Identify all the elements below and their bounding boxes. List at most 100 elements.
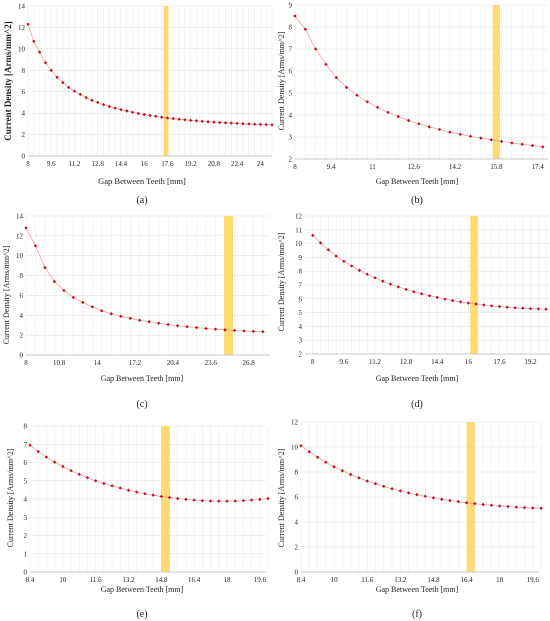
- x-tick-label: 22.4: [231, 160, 244, 168]
- data-point: [497, 304, 502, 309]
- data-point: [96, 100, 100, 105]
- data-point: [151, 493, 155, 497]
- y-tick-label: 3: [24, 514, 28, 522]
- data-point: [251, 329, 256, 334]
- y-tick-label: 9: [289, 2, 293, 10]
- data-point: [36, 449, 40, 454]
- x-tick-label: 10.8: [53, 359, 66, 367]
- x-axis-label: Gap Between Teeth [mm]: [101, 585, 184, 594]
- data-point: [154, 114, 158, 119]
- data-point: [235, 121, 239, 126]
- data-point: [85, 475, 90, 480]
- data-point: [241, 498, 246, 503]
- chart-svg: 0 2 4 6 8 10 12 14 8 10.8 14 17.2 20.4 23.6 26.8 Curre…: [2, 213, 270, 410]
- data-point: [33, 244, 38, 248]
- chart-svg: 0 1 2 3 4 5 6 7 8 8.4 10 11.6 13.2 14.8 16.4 18 19.6 Cur…: [6, 423, 270, 620]
- data-point: [448, 130, 452, 134]
- y-tick-label: 12: [18, 24, 26, 32]
- data-point: [69, 469, 73, 473]
- data-point: [84, 95, 88, 100]
- data-point: [427, 294, 432, 298]
- x-tick-label: 14.8: [155, 576, 168, 584]
- data-point: [223, 121, 228, 125]
- data-point: [528, 306, 533, 311]
- highlight-band: [163, 6, 169, 156]
- data-point: [506, 504, 510, 509]
- data-point: [118, 486, 122, 490]
- data-point: [147, 320, 151, 324]
- data-point: [143, 492, 147, 496]
- data-point: [530, 143, 535, 148]
- x-axis-label: Gap Between Teeth [mm]: [376, 585, 459, 594]
- x-tick-label: 12.8: [92, 160, 105, 168]
- x-tick-label: 19.6: [254, 576, 267, 584]
- data-point: [423, 494, 427, 498]
- y-axis-label: Current Density [Arms/mm^2]: [277, 232, 286, 331]
- data-point: [26, 22, 30, 26]
- tick-labels: 0 2 4 6 8 10 12 14 8 10.8 14 17.2 20.4 23.6 26.8: [16, 213, 255, 368]
- data-point: [110, 484, 114, 488]
- highlight-band: [470, 216, 479, 354]
- data-point: [218, 120, 222, 125]
- data-point: [24, 226, 28, 230]
- data-point: [204, 326, 208, 331]
- x-axis-label: Gap Between Teeth [mm]: [98, 176, 186, 186]
- y-axis-label: Current Density [Arms/mm^2]: [2, 245, 11, 344]
- y-tick-label: 11: [295, 226, 302, 234]
- y-tick-label: 14: [18, 3, 26, 11]
- data-point: [448, 498, 452, 503]
- data-point: [513, 306, 517, 310]
- data-point: [489, 503, 494, 507]
- y-tick-label: 4: [24, 496, 28, 504]
- x-tick-label: 9.4: [327, 163, 336, 171]
- y-tick-label: 6: [295, 494, 299, 502]
- data-point: [119, 314, 123, 318]
- y-tick-label: 4: [295, 519, 299, 527]
- y-tick-label: 0: [24, 569, 28, 577]
- x-tick-label: 8: [24, 359, 28, 367]
- data-point: [468, 134, 473, 139]
- data-point: [386, 110, 390, 115]
- data-point: [482, 303, 486, 307]
- data-point: [136, 111, 141, 116]
- highlight-band: [466, 422, 475, 572]
- data-point: [142, 112, 146, 117]
- y-tick-label: 0: [295, 569, 299, 577]
- data-point: [382, 484, 386, 489]
- x-tick-label: 19.2: [185, 160, 198, 168]
- x-tick-label: 17.4: [532, 163, 545, 171]
- data-point: [32, 39, 36, 44]
- data-point: [365, 100, 369, 104]
- data-point: [497, 504, 502, 508]
- data-point: [194, 325, 199, 330]
- data-point: [119, 107, 123, 112]
- y-tick-label: 8: [24, 423, 28, 431]
- data-point: [217, 499, 221, 503]
- series-line: [300, 445, 542, 509]
- gridlines: [294, 4, 548, 160]
- x-tick-label: 20.4: [167, 359, 180, 367]
- data-point: [398, 489, 403, 493]
- data-point: [505, 305, 509, 309]
- data-point: [165, 116, 170, 120]
- data-point: [61, 464, 65, 469]
- y-tick-label: 2: [289, 156, 293, 164]
- data-point: [185, 325, 189, 329]
- chart-svg: 2 3 4 5 6 7 8 9 10 11 12 8 9.6 11.2 12.8 14.4 16 17.6 19.2…: [277, 213, 550, 410]
- data-point: [326, 248, 331, 252]
- x-tick-label: 14: [94, 359, 102, 367]
- data-point: [406, 118, 411, 123]
- y-tick-label: 8: [295, 469, 299, 477]
- chart-svg: 2 3 4 5 6 7 8 9 8 9.4 11 12.6 14.2 15.8 17.4 Current D…: [277, 2, 548, 206]
- y-tick-label: 8: [289, 24, 293, 32]
- data-point: [293, 14, 297, 18]
- y-tick-label: 1: [24, 550, 28, 558]
- y-tick-label: 6: [24, 459, 28, 467]
- data-point: [159, 115, 164, 119]
- data-point: [93, 479, 98, 483]
- data-point: [373, 482, 378, 486]
- highlight-band: [160, 426, 170, 572]
- data-point: [200, 498, 205, 503]
- data-point: [458, 300, 463, 304]
- tick-labels: 0 1 2 3 4 5 6 7 8 8.4 10 11.6 13.2 14.8 16.4 18 19.6: [24, 423, 267, 585]
